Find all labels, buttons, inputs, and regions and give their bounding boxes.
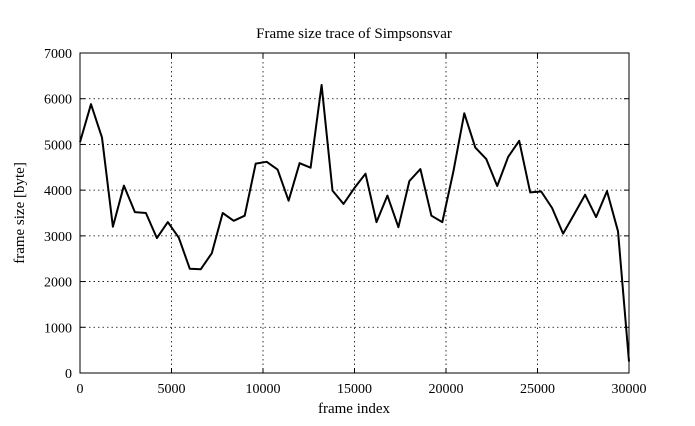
y-tick-label: 7000 [44, 47, 72, 62]
x-tick-label: 30000 [612, 382, 647, 397]
y-axis-label: frame size [byte] [12, 162, 28, 264]
x-tick-label: 5000 [158, 382, 186, 397]
y-tick-label: 5000 [44, 138, 72, 153]
y-tick-label: 1000 [44, 321, 72, 336]
x-tick-label: 20000 [429, 382, 464, 397]
chart-title: Frame size trace of Simpsonsvar [256, 26, 452, 42]
plot-frame [79, 52, 630, 374]
x-tick-labels: 0 5000 10000 15000 20000 25000 30000 [77, 382, 647, 397]
x-axis-label: frame index [318, 401, 391, 417]
x-tick-label: 25000 [520, 382, 555, 397]
y-tick-label: 2000 [44, 276, 72, 291]
y-tick-label: 3000 [44, 230, 72, 245]
tick-marks [79, 52, 630, 374]
series-line [79, 84, 630, 362]
y-tick-label: 0 [65, 367, 72, 382]
series-group [79, 84, 630, 362]
x-tick-label: 0 [77, 382, 84, 397]
x-tick-label: 15000 [337, 382, 372, 397]
x-tick-label: 10000 [246, 382, 281, 397]
y-tick-label: 6000 [44, 93, 72, 108]
grid-lines [80, 53, 629, 373]
y-tick-labels: 0 1000 2000 3000 4000 5000 6000 7000 [44, 47, 72, 382]
y-tick-label: 4000 [44, 184, 72, 199]
